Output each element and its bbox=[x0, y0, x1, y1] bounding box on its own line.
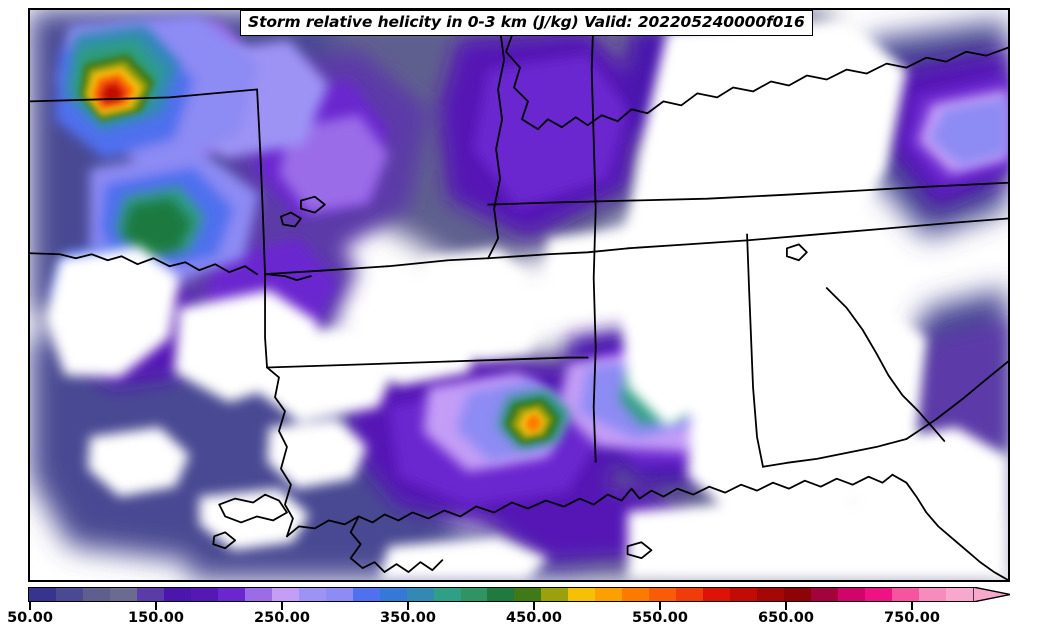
colorbar-band-14 bbox=[406, 588, 434, 601]
colorbar-band-7 bbox=[217, 588, 245, 601]
colorbar-band-33 bbox=[918, 588, 946, 601]
colorbar-tick-mark-550 bbox=[658, 602, 662, 610]
border-ga-sc bbox=[905, 360, 1008, 440]
helicity-masked-areas bbox=[44, 19, 1008, 580]
coastline-gulf bbox=[286, 473, 894, 538]
colorbar-band-15 bbox=[433, 588, 461, 601]
colorbar-tick-mark-750 bbox=[910, 602, 914, 610]
colorbar-extend-arrow bbox=[973, 587, 1010, 602]
colorbar-tick-label-450: 450.00 bbox=[506, 610, 562, 626]
border-tx-la bbox=[264, 273, 268, 369]
colorbar-tick-label-350: 350.00 bbox=[380, 610, 436, 626]
colorbar-band-27 bbox=[757, 588, 785, 601]
colorbar-band-1 bbox=[55, 588, 83, 601]
border-ms-al bbox=[590, 10, 597, 463]
colorbar-band-12 bbox=[352, 588, 380, 601]
border-tn-ms-al-ga bbox=[626, 217, 1008, 250]
lake-small-ok bbox=[280, 211, 302, 228]
border-tn-ky bbox=[487, 181, 1008, 206]
colorbar-tick-mark-150 bbox=[154, 602, 158, 610]
colorbar-tick-label-150: 150.00 bbox=[128, 610, 184, 626]
colorbar-band-11 bbox=[325, 588, 353, 601]
colorbar-band-17 bbox=[487, 588, 515, 601]
lake-small-fl bbox=[626, 541, 653, 560]
colorbar-band-2 bbox=[82, 588, 110, 601]
colorbar-tick-mark-450 bbox=[532, 602, 536, 610]
colorbar-band-4 bbox=[136, 588, 164, 601]
colorbar-tick-label-650: 650.00 bbox=[758, 610, 814, 626]
colorbar-band-6 bbox=[190, 588, 218, 601]
colorbar-band-5 bbox=[163, 588, 191, 601]
colorbar-band-22 bbox=[622, 588, 650, 601]
state-boundaries bbox=[30, 10, 1008, 580]
lake-small-ar bbox=[299, 195, 326, 214]
plot-title: Storm relative helicity in 0-3 km (J/kg)… bbox=[240, 10, 813, 36]
colorbar-tick-mark-50 bbox=[28, 602, 32, 610]
colorbar-band-34 bbox=[945, 588, 973, 601]
border-mo-ar bbox=[264, 257, 490, 276]
border-al-ga bbox=[746, 233, 764, 468]
colorbar-band-9 bbox=[271, 588, 299, 601]
border-ks-ok bbox=[30, 88, 258, 103]
coastline-florida-panhandle bbox=[891, 473, 1008, 580]
colorbar-band-3 bbox=[109, 588, 137, 601]
colorbar-band-29 bbox=[811, 588, 839, 601]
colorbar-band-32 bbox=[892, 588, 919, 601]
colorbar-tick-mark-650 bbox=[784, 602, 788, 610]
border-ga-fl bbox=[762, 438, 908, 468]
colorbar-band-8 bbox=[244, 588, 272, 601]
colorbar-band-28 bbox=[784, 588, 812, 601]
border-ar-tn bbox=[487, 247, 629, 260]
colorbar-bands[interactable] bbox=[28, 587, 973, 602]
border-ky-oh-river bbox=[501, 10, 1008, 131]
colorbar-band-16 bbox=[460, 588, 488, 601]
border-tx-ok-red-river bbox=[30, 252, 258, 276]
colorbar-band-13 bbox=[379, 588, 407, 601]
border-ok-tx-panhandle bbox=[256, 88, 262, 170]
border-ar-ms-river bbox=[487, 10, 505, 260]
colorbar-band-26 bbox=[730, 588, 758, 601]
colorbar-band-20 bbox=[568, 588, 596, 601]
border-ok-ar-south bbox=[264, 273, 312, 281]
lake-small-tn bbox=[786, 243, 808, 262]
colorbar-tick-layer: 50.00 150.00 250.00 350.00 450.00 550.00 650.0… bbox=[0, 602, 1037, 633]
border-la-ms bbox=[447, 356, 589, 363]
colorbar-band-23 bbox=[649, 588, 677, 601]
colorbar-band-30 bbox=[838, 588, 866, 601]
colorbar-band-18 bbox=[514, 588, 542, 601]
colorbar-band-10 bbox=[298, 588, 326, 601]
colorbar-tick-mark-350 bbox=[406, 602, 410, 610]
border-tx-la-sabine bbox=[266, 366, 294, 538]
colorbar[interactable] bbox=[28, 587, 1010, 602]
map-panel[interactable] bbox=[28, 8, 1010, 582]
colorbar-band-25 bbox=[703, 588, 731, 601]
colorbar-band-21 bbox=[595, 588, 623, 601]
coastline-carolina bbox=[825, 287, 946, 442]
colorbar-tick-label-50: 50.00 bbox=[7, 610, 53, 626]
colorbar-band-24 bbox=[676, 588, 704, 601]
colorbar-band-19 bbox=[541, 588, 569, 601]
border-la-ar bbox=[266, 360, 450, 369]
border-ok-ar bbox=[260, 167, 266, 276]
colorbar-tick-label-250: 250.00 bbox=[254, 610, 310, 626]
colorbar-band-0 bbox=[29, 588, 56, 601]
colorbar-band-31 bbox=[865, 588, 892, 601]
colorbar-tick-label-550: 550.00 bbox=[632, 610, 688, 626]
coastline-louisiana-delta bbox=[349, 515, 444, 573]
lake-texas-reservoir bbox=[218, 493, 288, 524]
colorbar-tick-mark-250 bbox=[280, 602, 284, 610]
colorbar-tick-label-750: 750.00 bbox=[884, 610, 940, 626]
lake-small-la bbox=[212, 531, 237, 550]
